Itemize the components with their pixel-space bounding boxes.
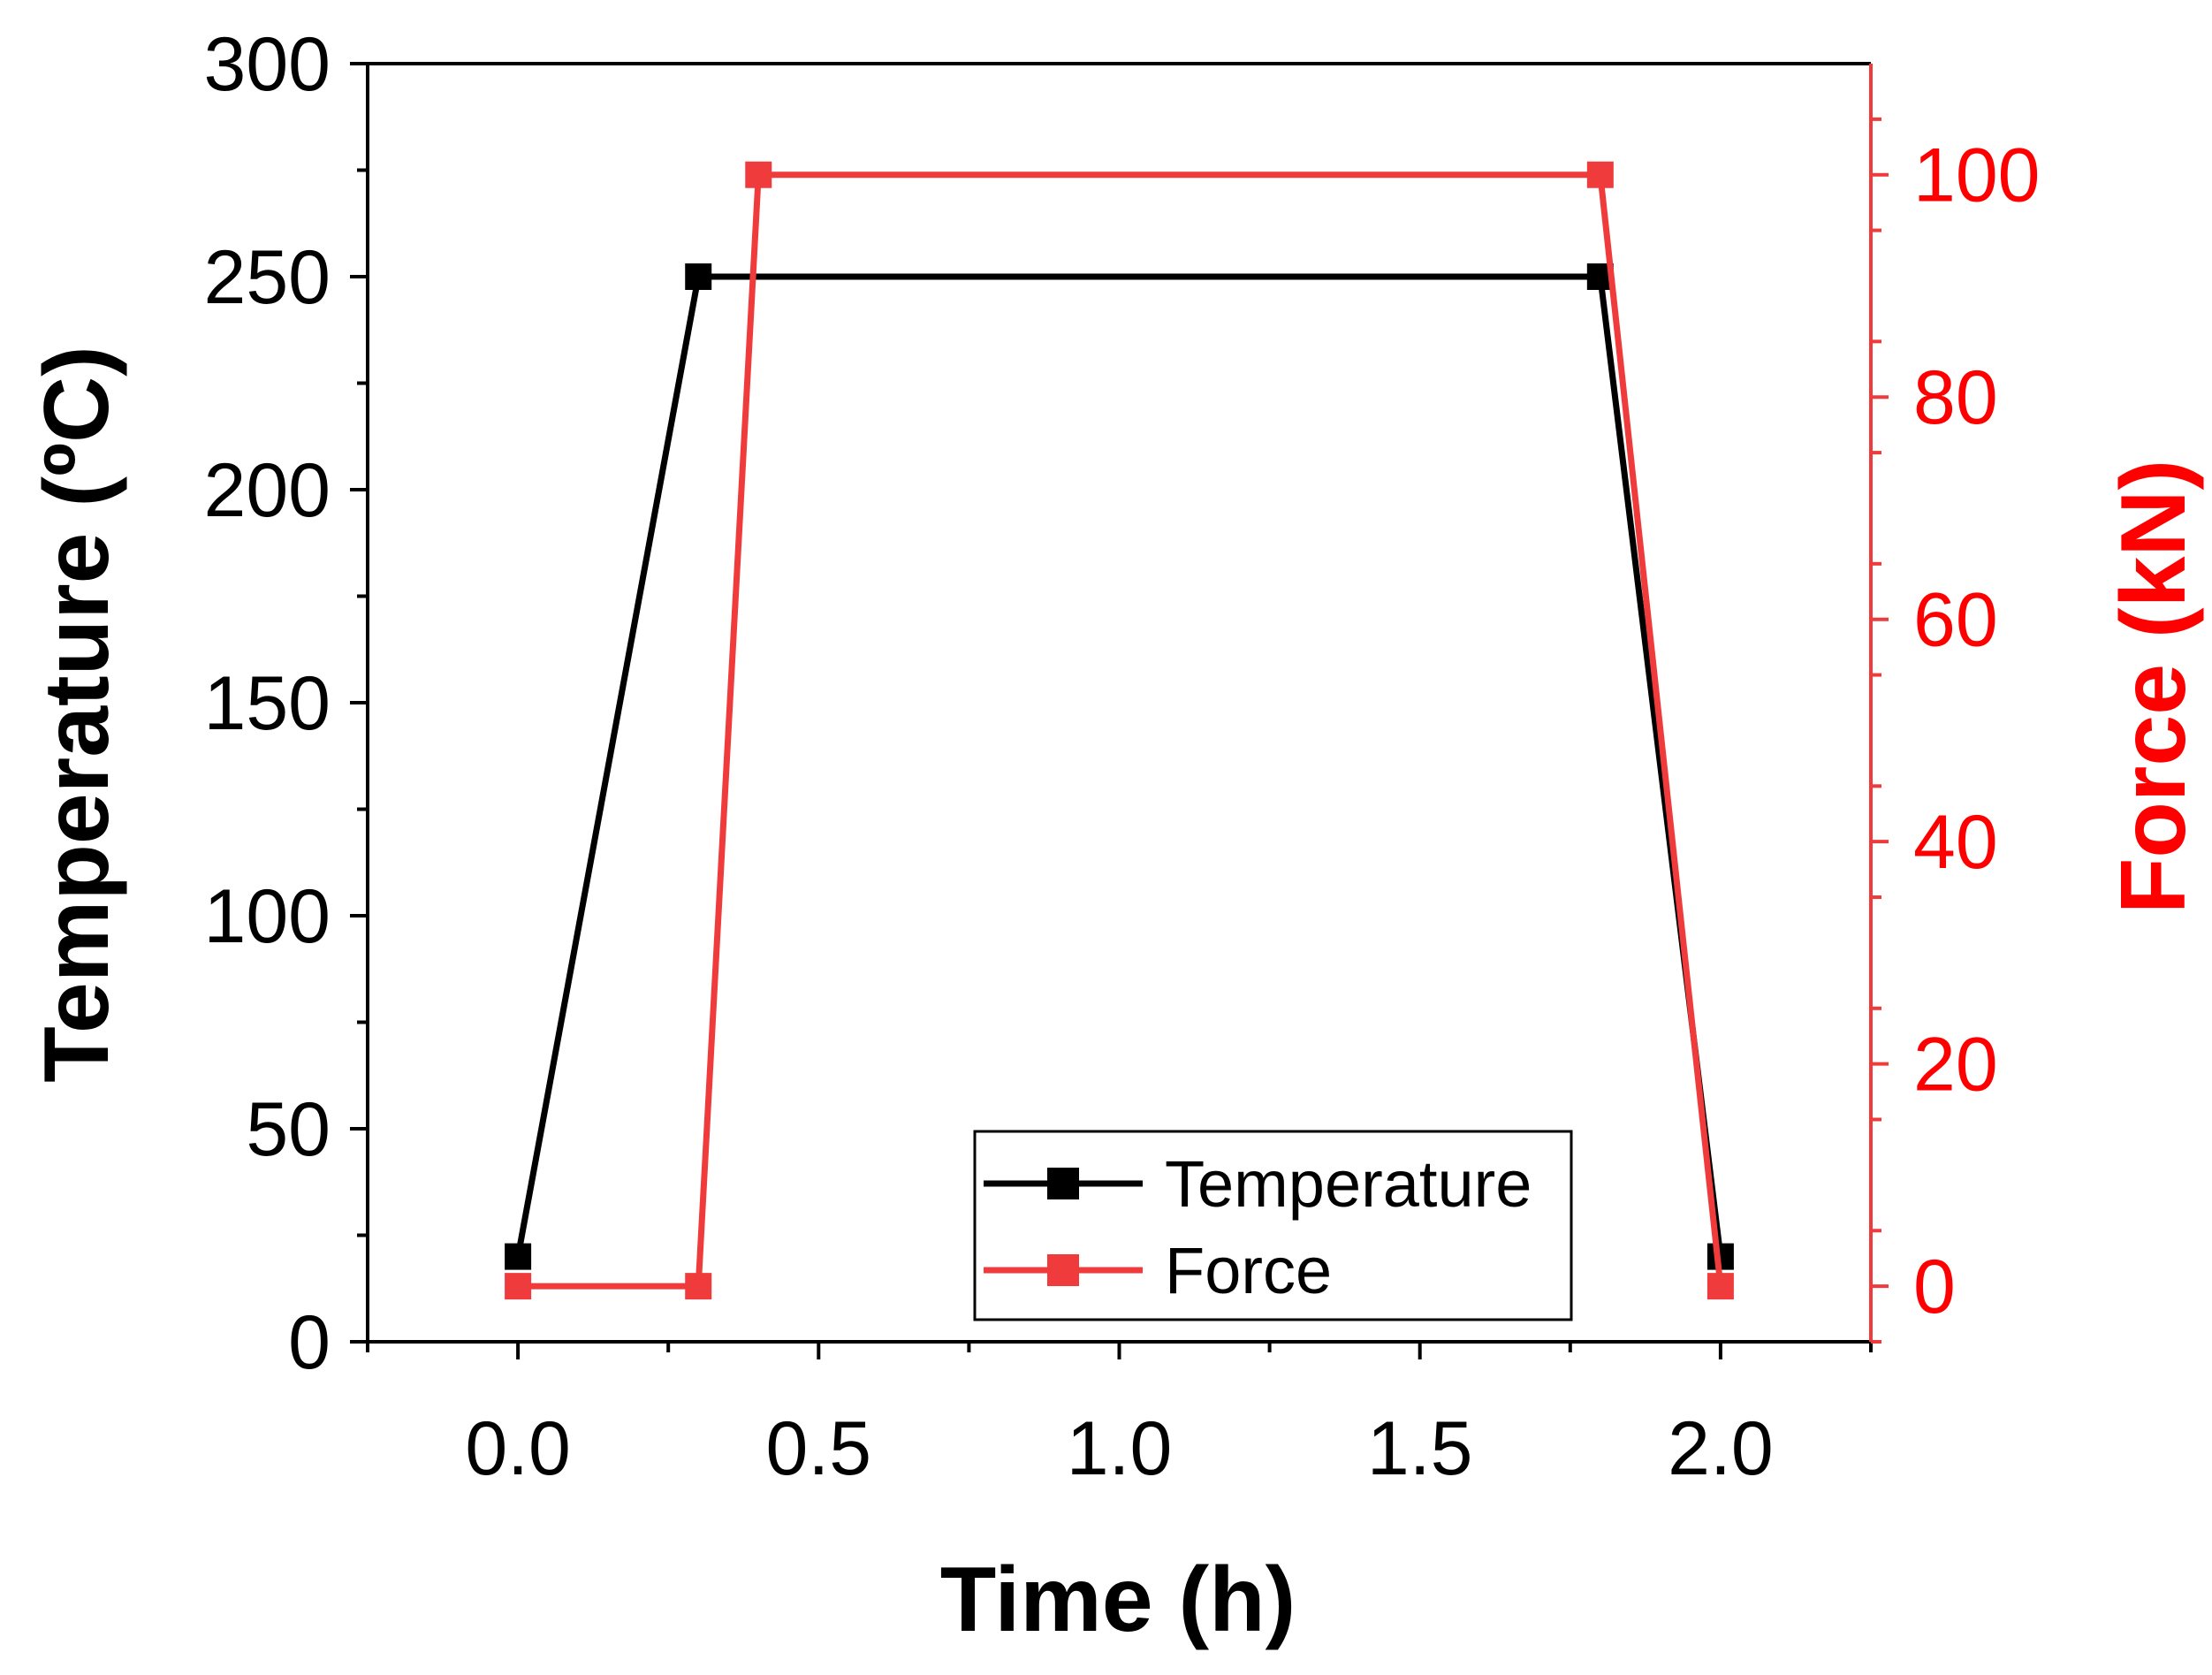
x-tick-label: 1.0: [1067, 1406, 1173, 1491]
x-tick-label: 0.0: [465, 1406, 571, 1491]
y-tick-label: 200: [204, 448, 331, 533]
y-tick-label: 250: [204, 235, 331, 320]
y-tick-label: 100: [204, 874, 331, 959]
series-line-force: [518, 171, 1724, 1290]
series: [505, 161, 1734, 1300]
ticks: 0.0 0.5 1.0 1.5 2.0 0 50 100 150 200 250 300 0 20 40 60…: [204, 22, 2041, 1491]
y-tick-label: 300: [204, 22, 331, 107]
legend-marker-temperature: [1047, 1168, 1079, 1199]
legend: Temperature Force: [973, 1130, 1573, 1321]
series-line-temperature: [514, 273, 1724, 1258]
legend-marker-force: [1047, 1254, 1079, 1286]
y-axis-title: Temperature (ºC): [26, 346, 128, 1083]
data-point-force: [745, 161, 772, 188]
y2-tick-label: 100: [1913, 133, 2041, 218]
x-tick-label: 0.5: [766, 1406, 872, 1491]
data-point-temperature: [685, 263, 712, 290]
x-tick-label: 2.0: [1668, 1406, 1774, 1491]
y2-tick-label: 40: [1913, 800, 1998, 885]
y-tick-label: 0: [288, 1300, 331, 1385]
y2-tick-label: 0: [1913, 1245, 1956, 1329]
y2-tick-label: 60: [1913, 578, 1998, 663]
y-tick-label: 50: [246, 1087, 331, 1172]
legend-label-temperature: Temperature: [1165, 1147, 1532, 1221]
data-point-force: [685, 1273, 712, 1300]
x-tick-label: 1.5: [1367, 1406, 1473, 1491]
y2-tick-label: 20: [1913, 1023, 1998, 1108]
data-point-force: [1586, 161, 1614, 188]
y2-tick-label: 80: [1913, 355, 1998, 440]
data-point-temperature: [505, 1243, 532, 1270]
y-tick-label: 150: [204, 661, 331, 746]
x-axis-title: Time (h): [940, 1549, 1296, 1651]
legend-label-force: Force: [1165, 1234, 1332, 1307]
y2-axis-title: Force (kN): [2102, 460, 2205, 914]
data-point-force: [1707, 1273, 1734, 1300]
legend-box: [973, 1130, 1573, 1321]
data-point-force: [505, 1273, 532, 1300]
